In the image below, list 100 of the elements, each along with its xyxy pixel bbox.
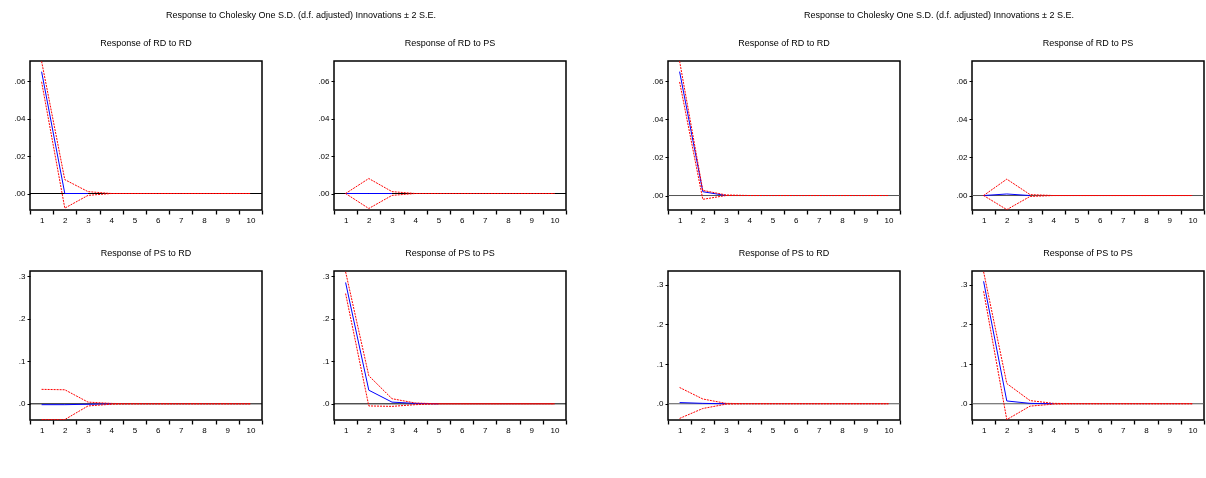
x-tick-label: 6 <box>459 215 465 225</box>
x-tick-label: 8 <box>1144 425 1150 435</box>
x-tick-label: 3 <box>86 425 92 435</box>
x-tick-label: 7 <box>817 215 823 225</box>
x-tick-label: 10 <box>550 215 560 225</box>
x-tick-label: 9 <box>225 215 231 225</box>
x-tick-label: 6 <box>155 215 161 225</box>
x-tick-label: 9 <box>529 215 535 225</box>
y-tick-label: .2 <box>322 314 331 324</box>
x-tick-label: 4 <box>1051 425 1057 435</box>
x-tick-label: 9 <box>529 425 535 435</box>
y-tick-label: .06 <box>652 76 665 86</box>
x-tick-label: 8 <box>506 425 512 435</box>
x-tick-label: 1 <box>39 425 45 435</box>
text: Response to Cholesky One S.D. (d.f. adjusted) Innovations ± 2 S.E. <box>164 10 438 20</box>
x-tick-label: 2 <box>63 425 69 435</box>
x-tick-label: 9 <box>1167 425 1173 435</box>
y-tick-label: .3 <box>656 280 665 290</box>
x-tick-label: 6 <box>155 425 161 435</box>
x-tick-label: 6 <box>793 425 799 435</box>
x-tick-label: 10 <box>246 425 256 435</box>
y-tick-label: .06 <box>956 76 969 86</box>
x-tick-label: 7 <box>1121 215 1127 225</box>
x-tick-label: 2 <box>701 215 707 225</box>
y-tick-label: .0 <box>322 399 331 409</box>
x-tick-label: 1 <box>677 215 683 225</box>
y-tick-label: .04 <box>652 114 665 124</box>
x-tick-label: 10 <box>1188 215 1198 225</box>
chart-title: Response of PS to PS <box>405 248 495 258</box>
y-tick-label: .1 <box>960 359 969 369</box>
x-tick-label: 8 <box>1144 215 1150 225</box>
chart-title: Response of PS to PS <box>1043 248 1133 258</box>
x-tick-label: 1 <box>677 425 683 435</box>
x-tick-label: 5 <box>436 215 442 225</box>
chart-title: Response of RD to PS <box>404 38 496 48</box>
x-tick-label: 6 <box>1097 425 1103 435</box>
x-tick-label: 7 <box>179 425 185 435</box>
x-tick-label: 2 <box>367 215 373 225</box>
x-tick-label: 6 <box>459 425 465 435</box>
x-tick-label: 4 <box>413 215 419 225</box>
x-tick-label: 10 <box>884 215 894 225</box>
y-tick-label: .0 <box>656 399 665 409</box>
x-tick-label: 10 <box>246 215 256 225</box>
y-tick-label: .00 <box>956 191 969 201</box>
x-tick-label: 5 <box>132 215 138 225</box>
x-tick-label: 9 <box>863 215 869 225</box>
x-tick-label: 4 <box>747 215 753 225</box>
x-tick-label: 1 <box>343 425 349 435</box>
x-tick-label: 1 <box>981 425 987 435</box>
x-tick-label: 3 <box>86 215 92 225</box>
x-tick-label: 5 <box>436 425 442 435</box>
y-tick-label: .2 <box>960 320 969 329</box>
x-tick-label: 2 <box>63 215 69 225</box>
x-tick-label: 8 <box>202 215 208 225</box>
y-tick-label: .1 <box>18 356 27 366</box>
x-tick-label: 5 <box>770 425 776 435</box>
x-tick-label: 6 <box>1097 215 1103 225</box>
chart-title: Response of RD to PS <box>1042 38 1134 48</box>
chart-title: Response of PS to RD <box>100 248 192 258</box>
x-tick-label: 10 <box>550 425 560 435</box>
x-tick-label: 8 <box>840 425 846 435</box>
y-tick-label: .00 <box>318 189 331 199</box>
y-tick-label: .1 <box>656 359 665 369</box>
x-tick-label: 2 <box>1005 425 1011 435</box>
y-tick-label: .04 <box>956 114 969 124</box>
y-tick-label: .02 <box>652 152 665 162</box>
x-tick-label: 3 <box>1028 215 1034 225</box>
x-tick-label: 4 <box>109 425 115 435</box>
x-tick-label: 9 <box>225 425 231 435</box>
x-tick-label: 2 <box>367 425 373 435</box>
x-tick-label: 1 <box>981 215 987 225</box>
y-tick-label: .2 <box>656 320 665 329</box>
x-tick-label: 7 <box>483 425 489 435</box>
x-tick-label: 5 <box>1074 215 1080 225</box>
y-tick-label: .1 <box>322 356 331 366</box>
x-tick-label: 4 <box>109 215 115 225</box>
y-tick-label: .0 <box>18 399 27 409</box>
y-tick-label: .06 <box>318 76 331 86</box>
x-tick-label: 4 <box>1051 215 1057 225</box>
y-tick-label: .00 <box>14 189 27 199</box>
x-tick-label: 3 <box>390 425 396 435</box>
x-tick-label: 7 <box>179 215 185 225</box>
chart-title: Response of RD to RD <box>738 38 831 48</box>
chart-title: Response of PS to RD <box>738 248 830 258</box>
x-tick-label: 3 <box>390 215 396 225</box>
x-tick-label: 9 <box>863 425 869 435</box>
x-tick-label: 9 <box>1167 215 1173 225</box>
x-tick-label: 4 <box>413 425 419 435</box>
y-tick-label: .02 <box>956 152 969 162</box>
x-tick-label: 8 <box>202 425 208 435</box>
y-tick-label: .04 <box>318 114 331 124</box>
x-tick-label: 1 <box>343 215 349 225</box>
y-tick-label: .2 <box>18 314 27 324</box>
x-tick-label: 5 <box>132 425 138 435</box>
x-tick-label: 2 <box>1005 215 1011 225</box>
x-tick-label: 5 <box>1074 425 1080 435</box>
x-tick-label: 3 <box>1028 425 1034 435</box>
y-tick-label: .3 <box>960 280 969 290</box>
x-tick-label: 3 <box>724 425 730 435</box>
y-tick-label: .04 <box>14 114 27 124</box>
